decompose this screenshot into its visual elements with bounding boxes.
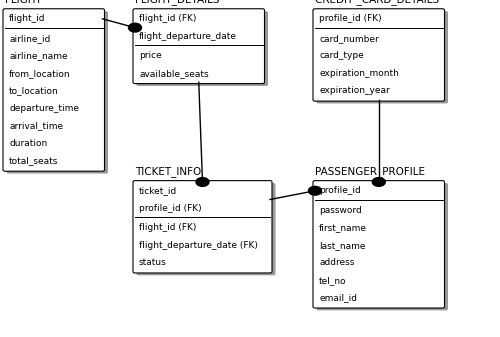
Text: status: status (139, 258, 167, 267)
Text: price: price (139, 52, 162, 60)
Circle shape (372, 178, 386, 186)
Text: ticket_id: ticket_id (139, 186, 177, 195)
Text: FLIGHT_DETAILS: FLIGHT_DETAILS (135, 0, 220, 5)
FancyBboxPatch shape (3, 9, 104, 171)
Text: to_location: to_location (9, 87, 59, 95)
Text: airline_name: airline_name (9, 52, 68, 60)
Circle shape (196, 178, 209, 186)
Text: arrival_time: arrival_time (9, 122, 63, 130)
Text: profile_id (FK): profile_id (FK) (319, 14, 382, 23)
FancyBboxPatch shape (133, 181, 272, 273)
Circle shape (308, 186, 322, 195)
Text: flight_id (FK): flight_id (FK) (139, 14, 196, 23)
Text: profile_id (FK): profile_id (FK) (139, 204, 202, 213)
Text: flight_departure_date: flight_departure_date (139, 32, 237, 41)
Text: first_name: first_name (319, 223, 367, 232)
Text: from_location: from_location (9, 69, 70, 78)
Text: available_seats: available_seats (139, 69, 208, 78)
Text: password: password (319, 206, 362, 215)
Text: FLIGHT: FLIGHT (5, 0, 42, 5)
Text: last_name: last_name (319, 241, 366, 250)
Text: profile_id: profile_id (319, 186, 361, 195)
FancyBboxPatch shape (313, 9, 444, 101)
Text: address: address (319, 258, 354, 267)
Text: PASSENGER_PROFILE: PASSENGER_PROFILE (315, 166, 425, 177)
Text: flight_departure_date (FK): flight_departure_date (FK) (139, 241, 258, 250)
Text: airline_id: airline_id (9, 34, 50, 43)
Text: TICKET_INFO: TICKET_INFO (135, 166, 201, 177)
Text: expiration_month: expiration_month (319, 69, 399, 78)
Text: duration: duration (9, 139, 47, 148)
Text: CREDIT _CARD_DETAILS: CREDIT _CARD_DETAILS (315, 0, 439, 5)
Circle shape (128, 23, 141, 32)
Text: tel_no: tel_no (319, 276, 346, 285)
Text: expiration_year: expiration_year (319, 87, 390, 95)
Text: total_seats: total_seats (9, 157, 58, 165)
FancyBboxPatch shape (6, 11, 108, 174)
Text: email_id: email_id (319, 294, 357, 302)
Text: flight_id (FK): flight_id (FK) (139, 223, 196, 232)
FancyBboxPatch shape (316, 11, 448, 103)
Text: flight_id: flight_id (9, 14, 46, 23)
FancyBboxPatch shape (136, 11, 268, 86)
FancyBboxPatch shape (313, 181, 444, 308)
Text: departure_time: departure_time (9, 104, 79, 113)
FancyBboxPatch shape (316, 183, 448, 310)
Text: card_type: card_type (319, 52, 364, 60)
FancyBboxPatch shape (133, 9, 264, 84)
FancyBboxPatch shape (136, 183, 276, 275)
Text: card_number: card_number (319, 34, 379, 43)
